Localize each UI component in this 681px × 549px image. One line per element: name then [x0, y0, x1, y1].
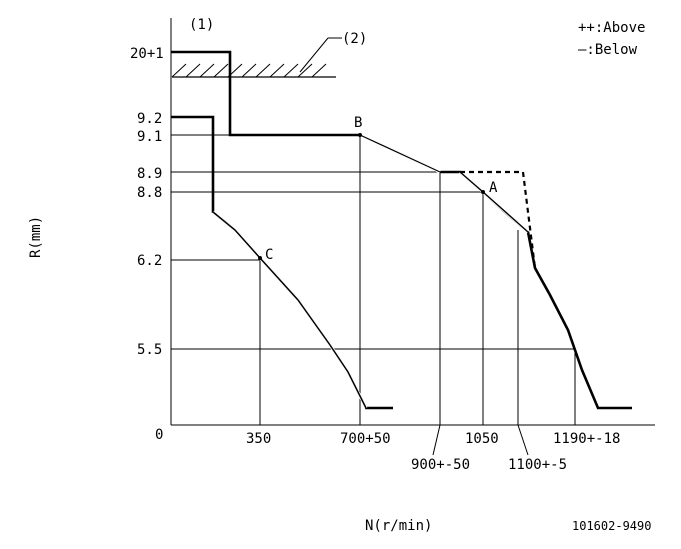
- y-tick-8-8: 8.8: [137, 185, 162, 201]
- y-tick-9-1: 9.1: [137, 129, 162, 145]
- x-tick-350: 350: [246, 431, 271, 447]
- lower-curve-thin: [212, 211, 367, 409]
- y-tick-5-5: 5.5: [137, 342, 162, 358]
- leader-900: [432, 424, 441, 456]
- point-b-marker: [358, 133, 362, 137]
- lower-curve-thin-white: [212, 210, 368, 409]
- point-a-marker: [481, 190, 485, 194]
- callout-2: (2): [342, 31, 367, 47]
- callout-2-leader: [299, 37, 329, 73]
- y-tick-9-2: 9.2: [137, 111, 162, 127]
- y-tick-0: 0: [155, 427, 163, 443]
- point-a-label: A: [489, 180, 498, 196]
- y-axis-label: R(mm): [28, 216, 44, 258]
- leader-1100: [517, 424, 529, 456]
- upper-curve-above-dashed: [460, 170, 537, 269]
- x-tick-1050: 1050: [465, 431, 499, 447]
- x-tick-900: 900+-50: [411, 457, 470, 473]
- legend-below: —:Below: [578, 42, 638, 58]
- point-c-marker: [258, 256, 262, 260]
- hatch-region: [171, 63, 336, 78]
- x-tick-700: 700+50: [340, 431, 391, 447]
- callout-1: (1): [189, 17, 214, 33]
- point-c-label: C: [265, 247, 273, 263]
- y-tick-6-2: 6.2: [137, 253, 162, 269]
- x-axis-label: N(r/min): [365, 518, 432, 534]
- legend-above: ++:Above: [578, 20, 645, 36]
- y-tick-8-9: 8.9: [137, 166, 162, 182]
- y-tick-20: 20+1: [130, 46, 164, 62]
- upper-curve: [171, 50, 632, 410]
- ref-code: 101602-9490: [572, 519, 651, 533]
- upper-curve-slope-b-thin: [359, 134, 441, 173]
- x-tick-1100: 1100+-5: [508, 457, 567, 473]
- point-b-label: B: [354, 115, 362, 131]
- x-tick-1190: 1190+-18: [553, 431, 620, 447]
